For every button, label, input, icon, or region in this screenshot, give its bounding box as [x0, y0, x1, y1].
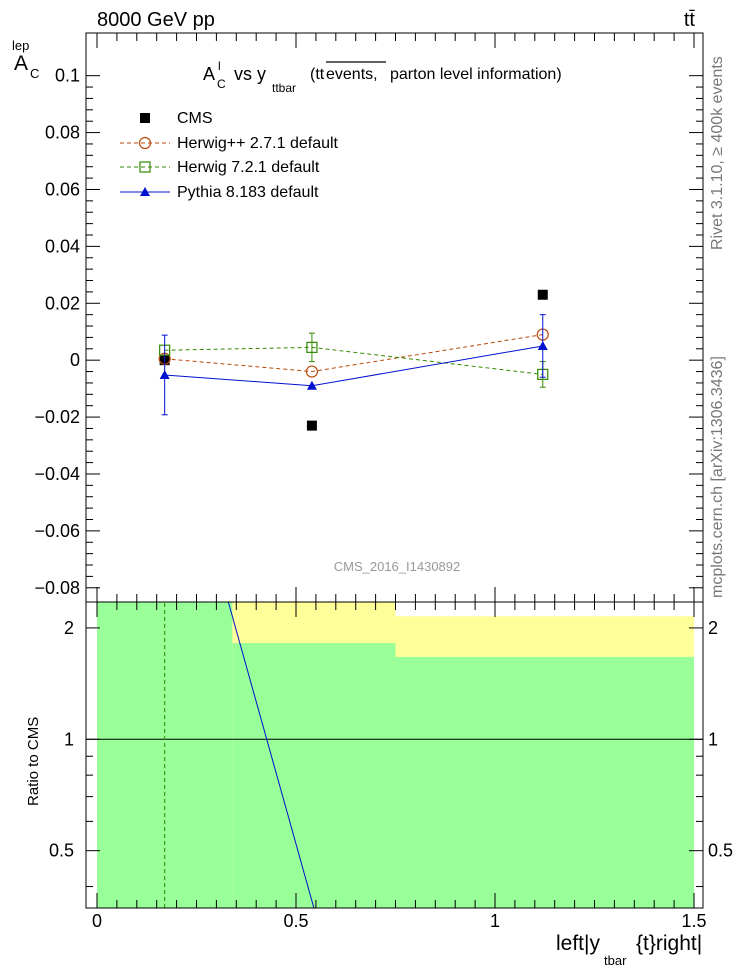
x-tick-label: 0	[92, 911, 102, 931]
ratio-y-tick-label: 2	[64, 618, 74, 638]
main-y-tick-label: −0.08	[34, 578, 80, 598]
main-y-tick-label: −0.02	[34, 407, 80, 427]
x-axis-label: left|y tbar {t}right|	[556, 932, 702, 968]
ratio-ylabel: Ratio to CMS	[25, 717, 42, 806]
svg-text:events,: events,	[326, 66, 378, 83]
data-point-series-1	[305, 365, 319, 378]
main-y-tick-label: 0.06	[45, 179, 80, 199]
svg-text:C: C	[30, 66, 39, 81]
svg-text:parton level information): parton level information)	[390, 66, 562, 83]
legend-item-cms: CMS	[140, 110, 213, 127]
main-ylabel: A lep C	[12, 38, 39, 81]
svg-text:C: C	[217, 77, 226, 91]
data-point-series-0	[306, 420, 317, 431]
legend-item-pythia: Pythia 8.183 default	[120, 184, 319, 201]
green-band-1	[232, 643, 396, 908]
data-point-series-3	[306, 380, 317, 390]
ratio-y-tick-label-right: 2	[708, 618, 718, 638]
legend-item-herwigpp: Herwig++ 2.7.1 default	[120, 135, 339, 152]
ratio-plot-frame	[85, 601, 704, 909]
ratio-line-1	[227, 601, 315, 909]
ratio-y-tick-label: 0.5	[49, 841, 74, 861]
main-y-tick-label: −0.06	[34, 521, 80, 541]
main-y-tick-label: 0.08	[45, 123, 80, 143]
svg-text:lep: lep	[12, 38, 29, 53]
mcplots-label: mcplots.cern.ch [arXiv:1306.3436]	[709, 356, 726, 598]
data-point-series-3	[537, 340, 548, 350]
rivet-label: Rivet 3.1.10, ≥ 400k events	[709, 56, 726, 250]
data-point-series-0	[537, 289, 548, 300]
x-tick-label: 1.5	[681, 911, 706, 931]
svg-text:CMS: CMS	[177, 110, 213, 127]
svg-text:Herwig 7.2.1 default: Herwig 7.2.1 default	[177, 159, 320, 176]
svg-text:tbar: tbar	[604, 953, 627, 968]
svg-text:ttbar: ttbar	[272, 81, 296, 95]
svg-text:Herwig++ 2.7.1 default: Herwig++ 2.7.1 default	[177, 135, 339, 152]
chart-title: A l C vs y ttbar (tt events, parton leve…	[203, 59, 562, 95]
legend: CMS Herwig++ 2.7.1 default Herwig 7.2.1 …	[120, 110, 339, 201]
ratio-y-tick-label-right: 0.5	[708, 841, 733, 861]
green-band-2	[395, 656, 694, 908]
ratio-y-tick-label: 1	[64, 729, 74, 749]
ratio-y-tick-label-right: 1	[708, 729, 718, 749]
series-line-2	[164, 346, 543, 375]
svg-text:A: A	[14, 52, 28, 75]
x-tick-label: 1	[490, 911, 500, 931]
svg-text:vs y: vs y	[234, 64, 266, 84]
x-tick-label: 0.5	[283, 911, 308, 931]
process-label: tt̄	[684, 9, 696, 31]
legend-item-herwig7: Herwig 7.2.1 default	[120, 159, 320, 176]
svg-text:A: A	[203, 64, 215, 84]
main-y-tick-label: 0	[70, 350, 80, 370]
analysis-watermark: CMS_2016_I1430892	[334, 559, 461, 574]
svg-text:{t}right|: {t}right|	[636, 932, 702, 955]
main-y-tick-label: 0.04	[45, 236, 80, 256]
svg-text:Pythia 8.183 default: Pythia 8.183 default	[177, 184, 319, 201]
svg-text:left|y: left|y	[556, 932, 600, 955]
svg-text:(tt: (tt	[310, 66, 325, 83]
main-y-tick-label: −0.04	[34, 464, 80, 484]
svg-text:l: l	[218, 59, 221, 73]
series-line-1	[164, 334, 543, 373]
data-point-series-3	[159, 369, 170, 379]
main-y-tick-label: 0.1	[55, 66, 80, 86]
main-y-tick-label: 0.02	[45, 293, 80, 313]
data-point-series-2	[306, 341, 318, 353]
energy-label: 8000 GeV pp	[97, 9, 215, 31]
